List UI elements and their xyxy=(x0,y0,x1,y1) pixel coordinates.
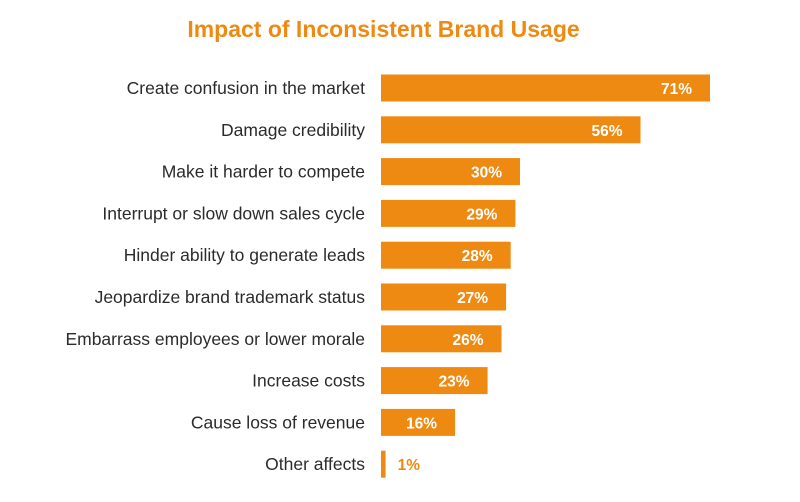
category-label-3: Interrupt or slow down sales cycle xyxy=(102,203,365,223)
category-label-4: Hinder ability to generate leads xyxy=(124,245,366,265)
bar-3 xyxy=(381,199,516,227)
category-label-1: Damage credibility xyxy=(221,120,365,140)
category-label-5: Jeopardize brand trademark status xyxy=(95,287,366,307)
category-label-9: Other affects xyxy=(265,454,365,474)
value-label-1: 56% xyxy=(591,123,622,140)
value-label-2: 30% xyxy=(471,165,502,182)
value-label-7: 23% xyxy=(439,374,470,391)
value-label-9: 1% xyxy=(398,457,421,474)
category-label-2: Make it harder to compete xyxy=(162,162,365,182)
chart-title: Impact of Inconsistent Brand Usage xyxy=(187,16,580,42)
bar-8 xyxy=(381,408,456,436)
value-label-4: 28% xyxy=(462,248,493,265)
value-label-8: 16% xyxy=(406,415,437,432)
bar-0 xyxy=(381,74,710,102)
bar-7 xyxy=(381,367,488,395)
value-label-5: 27% xyxy=(457,290,488,307)
bar-6 xyxy=(381,325,502,353)
category-label-7: Increase costs xyxy=(252,371,365,391)
category-label-6: Embarrass employees or lower morale xyxy=(65,329,365,349)
value-label-0: 71% xyxy=(661,81,692,98)
bar-2 xyxy=(381,158,520,186)
category-label-8: Cause loss of revenue xyxy=(191,412,365,432)
value-label-3: 29% xyxy=(466,206,497,223)
value-label-6: 26% xyxy=(452,332,483,349)
bar-9 xyxy=(381,450,386,478)
category-label-0: Create confusion in the market xyxy=(127,78,365,98)
bar-5 xyxy=(381,283,507,311)
bar-1 xyxy=(381,116,641,144)
bar-4 xyxy=(381,241,511,269)
